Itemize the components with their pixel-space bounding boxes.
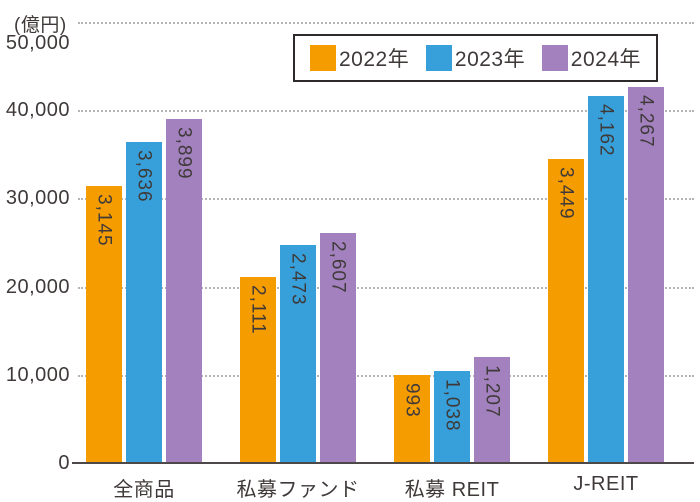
bar-value-label: 4,267 — [635, 94, 657, 148]
bar-2024年-私募ファンド: 2,607 — [320, 233, 356, 463]
x-category-label: 私募 REIT — [404, 479, 500, 501]
x-axis-line — [72, 462, 694, 464]
bar-2024年-全商品: 3,899 — [166, 119, 202, 463]
bar-2023年-私募ファンド: 2,473 — [280, 244, 316, 463]
legend-label: 2022年 — [339, 48, 410, 71]
bar-2024年-私募 REIT: 1,207 — [474, 356, 510, 463]
bar-2022年-私募ファンド: 2,111 — [240, 276, 276, 463]
bar-2024年-J-REIT: 4,267 — [628, 86, 664, 463]
bar-group: 3,449 4,162 4,267 — [529, 22, 683, 463]
gridline-50000 — [78, 22, 694, 24]
bar-group: 2,111 2,473 2,607 — [221, 22, 375, 463]
y-tick-label: 40,000 — [5, 99, 70, 122]
bar-value-label: 1,038 — [441, 379, 463, 432]
y-axis-tick-labels: 0 10,000 20,000 30,000 40,000 50,000 — [0, 22, 70, 474]
bar-value-label: 993 — [401, 383, 423, 419]
gridline-20000 — [78, 286, 694, 289]
bar-group: 3,145 3,636 3,899 — [67, 22, 221, 463]
bar-value-label: 3,145 — [93, 193, 115, 247]
x-axis-category-labels: 全商品 私募ファンド 私募 REIT J-REIT — [67, 473, 683, 502]
bar-2022年-全商品: 3,145 — [86, 185, 122, 463]
bar-value-label: 2,473 — [287, 252, 309, 306]
bar-group: 993 1,038 1,207 — [375, 22, 529, 463]
legend-label: 2023年 — [454, 48, 526, 71]
y-axis-unit-label: (億円) — [14, 15, 67, 36]
bar-2022年-J-REIT: 3,449 — [548, 158, 584, 463]
bar-2022年-私募 REIT: 993 — [394, 375, 430, 463]
bar-value-label: 1,207 — [481, 364, 503, 418]
legend-item: 2024年 — [541, 43, 641, 73]
x-category-label: 全商品 — [113, 479, 175, 501]
bar-groups: 3,145 3,636 3,899 2,111 2,473 2,607 993 1,038 1,… — [67, 22, 683, 463]
legend-item: 2023年 — [425, 43, 526, 73]
plot-area: 3,145 3,636 3,899 2,111 2,473 2,607 993 1,038 1,… — [72, 22, 694, 464]
legend: 2022年 2023年 2024年 — [293, 34, 658, 82]
legend-swatch-icon — [310, 45, 336, 71]
bar-value-label: 3,899 — [173, 127, 195, 180]
bar-2023年-全商品: 3,636 — [126, 142, 162, 463]
bar-2023年-J-REIT: 4,162 — [588, 95, 624, 463]
bar-value-label: 4,162 — [595, 103, 617, 157]
y-tick-label: 0 — [58, 452, 70, 474]
legend-swatch-icon — [425, 45, 452, 71]
bar-value-label: 2,111 — [247, 284, 269, 335]
gridline-30000 — [78, 198, 694, 201]
bar-value-label: 3,449 — [555, 166, 577, 220]
gridline-40000 — [78, 110, 694, 113]
x-category-label: J-REIT — [573, 473, 639, 495]
x-category-label: 私募ファンド — [236, 479, 360, 501]
bar-2023年-私募 REIT: 1,038 — [434, 371, 470, 463]
gridline-10000 — [78, 374, 694, 377]
y-tick-label: 10,000 — [5, 363, 70, 386]
y-tick-label: 50,000 — [5, 32, 70, 54]
legend-swatch-icon — [541, 45, 568, 71]
y-tick-label: 20,000 — [5, 275, 70, 298]
legend-item: 2022年 — [310, 43, 409, 73]
bar-value-label: 3,636 — [133, 150, 155, 203]
bar-value-label: 2,607 — [327, 241, 349, 294]
y-tick-label: 30,000 — [5, 187, 70, 210]
legend-label: 2024年 — [570, 48, 641, 71]
